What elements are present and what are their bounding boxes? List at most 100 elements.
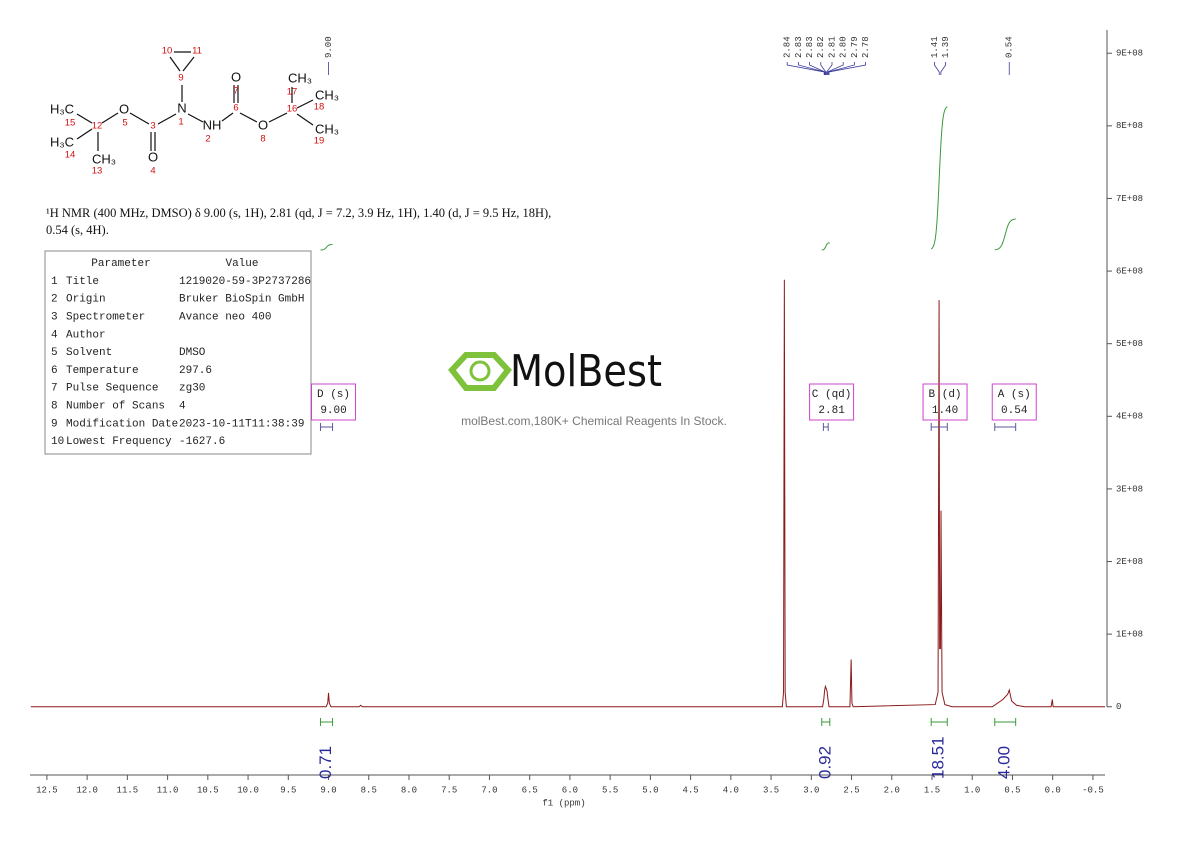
table-cell: Lowest Frequency (66, 436, 172, 448)
x-axis-title: f1 (ppm) (542, 798, 585, 808)
x-tick-label: 2.5 (843, 785, 859, 795)
peak-label: 2.82 (816, 36, 826, 58)
atom-label: N (177, 100, 186, 115)
multiplet-frame (922, 383, 968, 421)
table-cell: 1 (51, 276, 58, 288)
y-tick-label: 1E+08 (1116, 630, 1143, 640)
multiplet-shift: 9.00 (320, 405, 346, 417)
multiplet-name: C (qd) (812, 389, 852, 401)
x-tick-label: 6.0 (562, 785, 578, 795)
peak-label: 9.00 (324, 36, 334, 58)
atom-label: NH (203, 117, 222, 132)
atom-locant: 4 (150, 166, 155, 177)
integral-curve (994, 218, 1016, 251)
atom-label: O (231, 69, 241, 84)
atom-locant: 17 (287, 87, 298, 98)
x-tick-label: 9.0 (320, 785, 336, 795)
integral-label: 0.71 (316, 746, 335, 779)
integral-curve (320, 244, 333, 251)
table-cell: 3 (51, 312, 58, 324)
x-tick-label: 1.0 (964, 785, 980, 795)
y-tick-label: 6E+08 (1116, 266, 1143, 276)
table-header: Parameter (91, 258, 150, 270)
table-cell: 8 (51, 401, 58, 413)
atom-locant: 15 (65, 118, 76, 129)
multiplet-range (994, 423, 1017, 431)
peak-connector (828, 62, 866, 75)
table-cell: Modification Date (66, 418, 178, 430)
x-tick-label: 3.0 (803, 785, 819, 795)
atom-locant: 12 (92, 121, 103, 132)
atom-locant: 18 (314, 102, 325, 113)
atom-label: CH₃ (315, 87, 339, 102)
logo-hexagon (448, 352, 512, 391)
y-tick-label: 8E+08 (1116, 121, 1143, 131)
parameter-table (44, 250, 312, 455)
x-tick-label: 4.0 (723, 785, 739, 795)
atom-label: H₃C (50, 134, 74, 149)
x-tick-label: 0.5 (1004, 785, 1020, 795)
bond (268, 112, 288, 123)
x-tick-label: 11.5 (117, 785, 139, 795)
atom-locant: 5 (122, 118, 127, 129)
peak-label: 2.78 (861, 36, 871, 58)
table-header: Value (225, 258, 258, 270)
multiplet-name: B (d) (929, 389, 962, 401)
atom-locant: 10 (162, 46, 173, 57)
atom-label: CH₃ (315, 121, 339, 136)
y-tick-label: 2E+08 (1116, 557, 1143, 567)
x-tick-label: 11.0 (157, 785, 179, 795)
table-cell: 9 (51, 418, 58, 430)
table-cell: Temperature (66, 365, 139, 377)
x-tick-label: 10.0 (237, 785, 259, 795)
atom-locant: 9 (178, 73, 183, 84)
peak-label: 1.41 (930, 36, 940, 58)
table-cell: Origin (66, 294, 106, 306)
multiplet-name: A (s) (998, 389, 1031, 401)
table-cell: 4 (51, 329, 58, 341)
x-tick-label: 9.5 (280, 785, 296, 795)
watermark: MolBest molBest.com,180K+ Chemical Reage… (448, 346, 727, 428)
multiplet-range (822, 423, 829, 431)
spectrum-line (30, 279, 1105, 708)
bond (129, 112, 150, 125)
logo-ring (469, 360, 491, 382)
table-cell: Bruker BioSpin GmbH (179, 294, 304, 306)
table-cell: Avance neo 400 (179, 312, 271, 324)
table-cell: Pulse Sequence (66, 383, 158, 395)
x-tick-label: 7.0 (481, 785, 497, 795)
atom-locant: 7 (233, 86, 238, 97)
bond (169, 56, 181, 72)
x-tick-label: 1.5 (924, 785, 940, 795)
peak-label: 2.80 (839, 36, 849, 58)
multiplet-shift: 2.81 (818, 405, 845, 417)
y-tick-label: 4E+08 (1116, 412, 1143, 422)
peak-connector (820, 62, 827, 75)
bond (76, 128, 93, 140)
integral-label: 18.51 (929, 736, 948, 779)
peak-connector (826, 62, 844, 75)
multiplet-box: A (s) 0.54 (991, 383, 1037, 421)
description-line: 0.54 (s, 4H). (46, 223, 109, 237)
table-cell: Author (66, 329, 106, 341)
table-cell: zg30 (179, 383, 205, 395)
integral-curve (821, 242, 830, 251)
peak-label: 1.39 (941, 36, 951, 58)
multiplet-shift: 1.40 (932, 405, 958, 417)
table-cell: 297.6 (179, 365, 212, 377)
integral-label: 4.00 (995, 746, 1014, 779)
table-cell: -1627.6 (179, 436, 225, 448)
bond (182, 56, 195, 72)
atom-locant: 6 (233, 103, 238, 114)
bond (221, 112, 234, 122)
multiplet-range (930, 423, 948, 431)
peak-connector (940, 62, 947, 75)
integral-bracket (994, 718, 1017, 726)
table-cell: 1219020-59-3P2737286 (179, 276, 311, 288)
multiplet-shift: 0.54 (1001, 405, 1028, 417)
x-tick-label: 2.0 (884, 785, 900, 795)
multiplet-frame (991, 383, 1037, 421)
y-tick-label: 9E+08 (1116, 49, 1143, 59)
x-tick-label: -0.5 (1082, 785, 1104, 795)
table-cell: Solvent (66, 347, 112, 359)
